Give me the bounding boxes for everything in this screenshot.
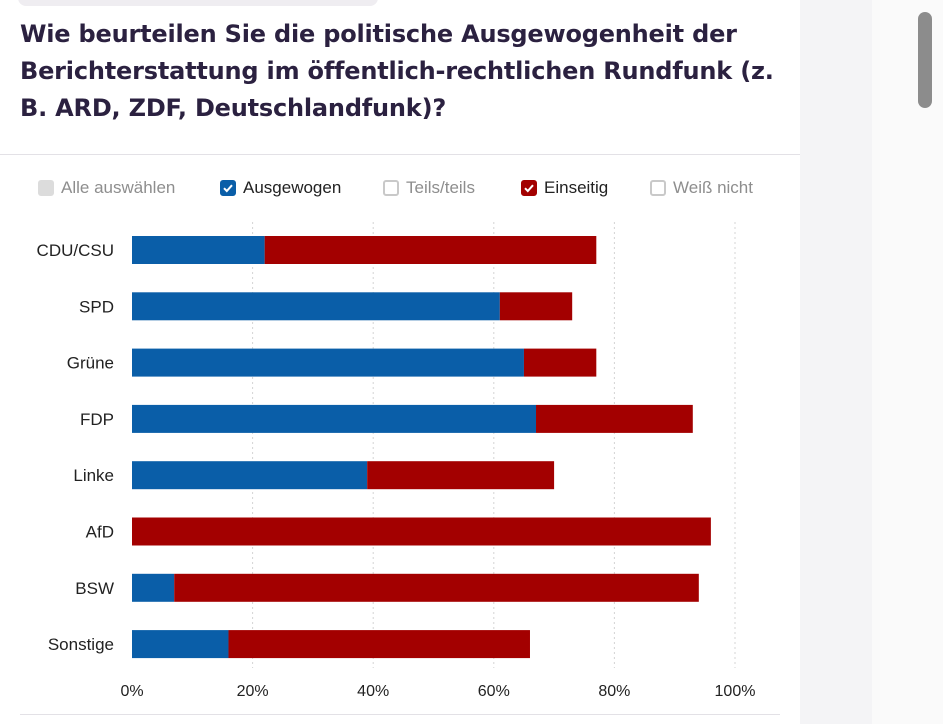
x-tick-label: 20% [237,683,269,700]
bar-einseitig [228,630,530,659]
category-label: Sonstige [48,635,114,654]
category-label: Grüne [67,354,114,373]
legend-label: Einseitig [544,178,609,197]
x-tick-label: 100% [715,683,756,700]
legend-label: Ausgewogen [243,178,342,197]
category-label: SPD [79,297,114,316]
legend-select-all-label: Alle auswählen [61,178,176,197]
question-title: Wie beurteilen Sie die politische Ausgew… [20,20,774,122]
bar-einseitig [523,348,597,377]
category-label: BSW [75,579,114,598]
checkbox-icon [383,180,399,196]
divider [20,714,780,715]
bar-ausgewogen [132,404,537,433]
x-tick-label: 80% [598,683,630,700]
bar-einseitig [367,461,555,490]
x-tick-label: 60% [478,683,510,700]
header-placeholder-bar [18,0,378,6]
bar-ausgewogen [132,236,265,264]
bar-einseitig [174,573,699,602]
survey-card: Wie beurteilen Sie die politische Ausgew… [0,0,800,724]
x-tick-label: 40% [357,683,389,700]
bar-einseitig [536,404,693,433]
bar-einseitig [132,517,711,546]
bar-einseitig [499,292,573,321]
checked-checkbox-icon [521,180,537,196]
category-label: AfD [86,523,114,542]
legend-item-weiss-nicht[interactable]: Weiß nicht [650,176,753,200]
legend-label: Weiß nicht [673,178,753,197]
bar-ausgewogen [132,348,524,377]
bar-ausgewogen [132,292,500,321]
bar-ausgewogen [132,630,229,659]
legend-item-einseitig[interactable]: Einseitig [521,176,608,200]
scrollbar-thumb[interactable] [918,12,932,108]
category-label: Linke [73,466,114,485]
bar-ausgewogen [132,573,175,602]
checked-checkbox-icon [220,180,236,196]
legend-label: Teils/teils [406,178,475,197]
bar-ausgewogen [132,461,368,490]
category-label: FDP [80,410,114,429]
legend-select-all[interactable]: Alle auswählen [38,176,175,200]
scrollbar-track[interactable] [872,0,943,724]
legend-item-teils-teils[interactable]: Teils/teils [383,176,475,200]
legend-item-ausgewogen[interactable]: Ausgewogen [220,176,341,200]
stacked-bar-chart: CDU/CSU SPD Grüne FDP Linke AfD BSW Sonstige 0% 2… [37,222,756,700]
bar-einseitig [264,236,597,264]
category-label: CDU/CSU [37,241,114,260]
x-tick-label: 0% [120,683,143,700]
checkbox-icon [38,180,54,196]
checkbox-icon [650,180,666,196]
divider [0,154,800,155]
